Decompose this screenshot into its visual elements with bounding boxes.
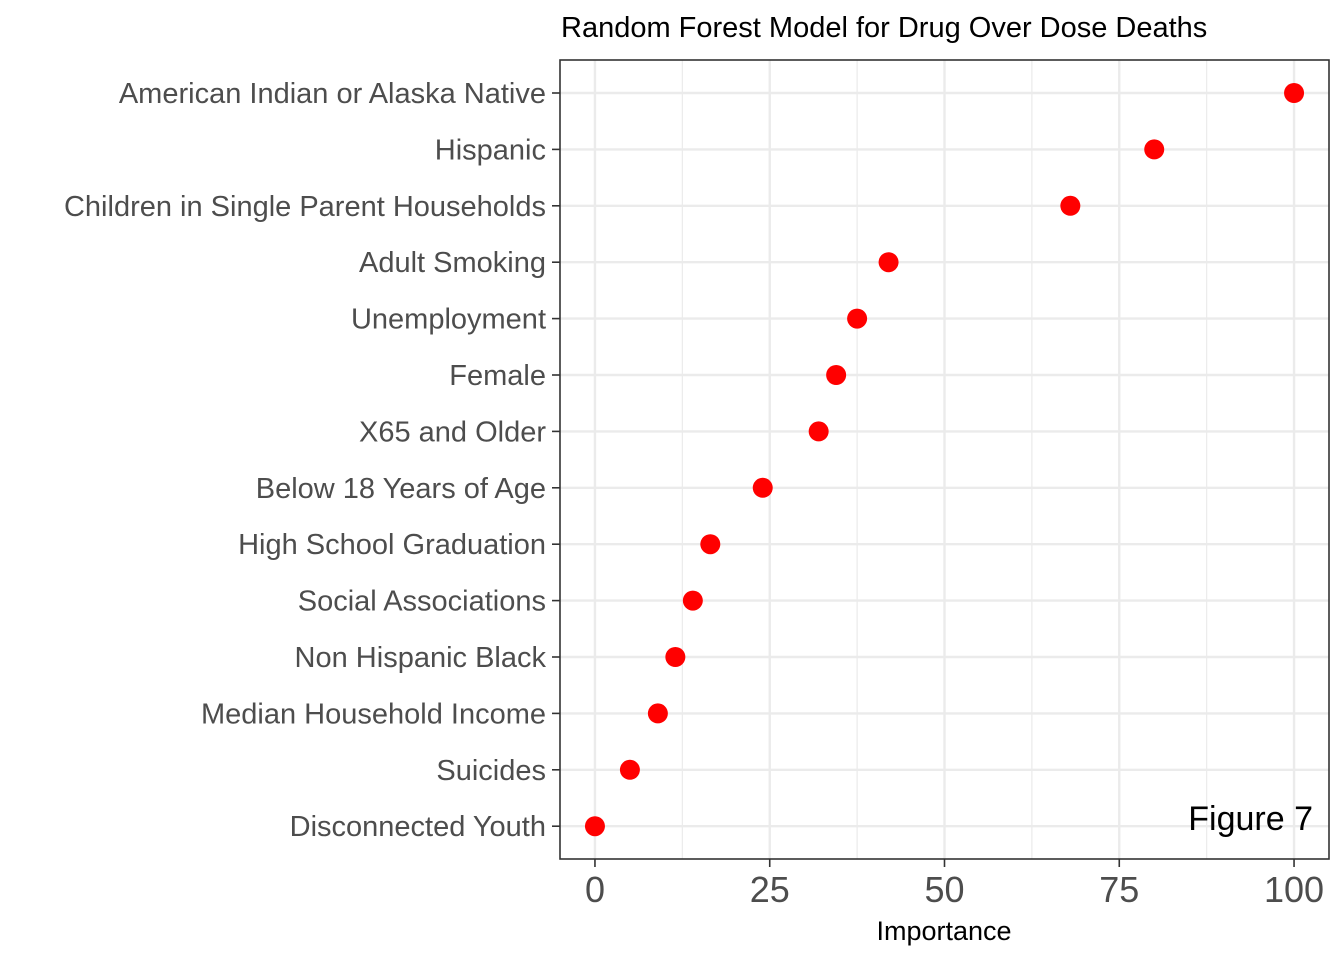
- y-tick-label: American Indian or Alaska Native: [119, 78, 546, 110]
- y-tick-label: Hispanic: [435, 134, 546, 166]
- data-point: [665, 647, 686, 667]
- y-tick-label: Suicides: [436, 755, 546, 787]
- data-point: [878, 252, 899, 273]
- grid-layer: [560, 60, 1329, 859]
- data-point: [1060, 195, 1081, 216]
- data-point: [808, 421, 829, 442]
- data-point: [1144, 139, 1165, 160]
- data-point: [826, 365, 847, 385]
- data-point: [752, 477, 773, 498]
- y-tick-label: High School Graduation: [238, 529, 546, 561]
- y-tick-label: Median Household Income: [201, 698, 546, 730]
- x-tick-label: 0: [585, 869, 605, 910]
- data-point: [1284, 83, 1305, 103]
- y-tick-label: Adult Smoking: [359, 247, 546, 279]
- axis-ticks: [552, 92, 1295, 867]
- x-tick-label: 25: [750, 869, 790, 910]
- data-point: [847, 308, 868, 329]
- data-point: [682, 590, 703, 611]
- y-tick-label: Non Hispanic Black: [295, 642, 547, 674]
- x-axis-label: Importance: [876, 916, 1011, 946]
- data-points: [584, 83, 1305, 837]
- x-tick-label: 75: [1099, 869, 1139, 910]
- x-tick-label: 50: [924, 869, 964, 910]
- axis-labels: American Indian or Alaska Native Hispanic…: [64, 78, 1324, 910]
- y-tick-label: Unemployment: [351, 304, 546, 336]
- x-tick-label: 100: [1264, 869, 1324, 910]
- y-tick-label: Children in Single Parent Households: [64, 191, 546, 223]
- y-tick-label: Below 18 Years of Age: [256, 473, 546, 505]
- y-tick-label: Disconnected Youth: [290, 811, 546, 843]
- data-point: [619, 759, 640, 780]
- y-tick-label: Female: [449, 360, 546, 392]
- data-point: [700, 534, 721, 555]
- figure-annotation: Figure 7: [1188, 800, 1313, 838]
- chart-title: Random Forest Model for Drug Over Dose D…: [561, 12, 1207, 44]
- data-point: [584, 816, 605, 837]
- data-point: [647, 703, 668, 724]
- y-tick-label: Social Associations: [298, 586, 546, 618]
- y-tick-label: X65 and Older: [359, 416, 546, 448]
